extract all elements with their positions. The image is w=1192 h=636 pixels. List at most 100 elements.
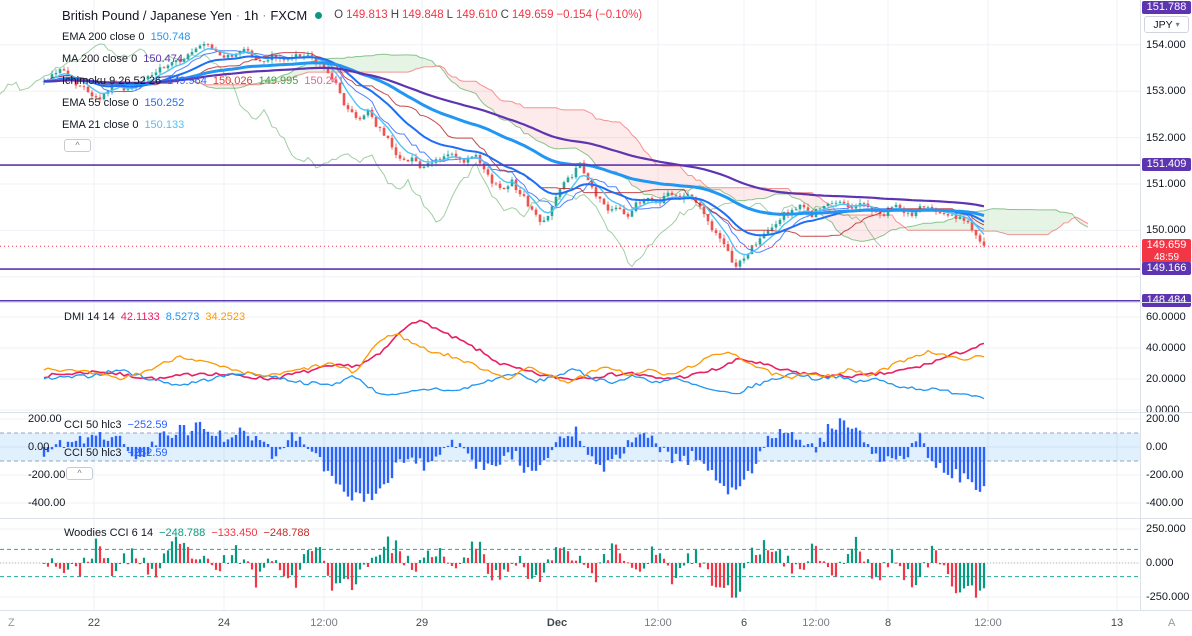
price-line-badge: 148.484 <box>1142 293 1191 307</box>
price-line-badge: 149.166 <box>1142 262 1191 276</box>
indicator-row-cci-1: CCI 50 hlc3 −252.59 <box>64 414 168 436</box>
pane-separator[interactable] <box>0 302 1192 303</box>
axis-tick-label: 200.00 <box>1146 413 1180 425</box>
axis-tick-label: 153.000 <box>1146 85 1186 98</box>
indicator-value: 150.241 <box>304 75 345 87</box>
price-scale-axis[interactable]: JPY ▾ 154.000 153.000 152.000 151.000 150.00… <box>1140 0 1192 610</box>
time-tick-label: 29 <box>415 617 429 629</box>
axis-tick-label: 150.000 <box>1146 224 1186 237</box>
price-pane-legend: British Pound / Japanese Yen · 1h · FXCM… <box>62 4 642 152</box>
indicator-value: 34.2523 <box>205 311 246 323</box>
time-tick-label: 13 <box>1110 617 1124 629</box>
indicator-value: 150.474 <box>143 53 183 65</box>
price-pane-canvas[interactable] <box>0 0 1140 302</box>
axis-tick-label: 250.000 <box>1146 523 1186 535</box>
collapse-cci-button[interactable]: ^ <box>66 467 93 480</box>
indicator-value: 150.133 <box>144 119 185 131</box>
indicator-value: −248.788 <box>159 527 206 539</box>
woodies-pane-canvas[interactable] <box>0 518 1140 610</box>
close-value: 149.659 <box>511 9 554 21</box>
indicator-title[interactable]: EMA 55 close 0 <box>62 97 139 109</box>
open-value: 149.813 <box>346 9 388 21</box>
title-separator: · <box>262 8 267 22</box>
time-tick-label: 6 <box>740 617 748 629</box>
time-tick-label: 12:00 <box>310 617 338 629</box>
cci-pane-canvas[interactable] <box>0 412 1140 518</box>
cci-left-tick-label: 0.00 <box>28 441 50 453</box>
price-line-badge: 149.659 48:59 <box>1142 239 1191 264</box>
ohlc-readout: O 149.813 H 149.848 L 149.610 C 149.659 −0.1… <box>334 9 642 21</box>
indicator-title[interactable]: EMA 21 close 0 <box>62 119 139 131</box>
currency-label: JPY <box>1153 18 1173 31</box>
dmi-pane-canvas[interactable] <box>0 302 1140 412</box>
indicator-value: 150.252 <box>144 97 185 109</box>
indicator-row-ema55: EMA 55 close 0 150.252 <box>62 92 642 114</box>
symbol-title[interactable]: British Pound / Japanese Yen <box>62 7 232 23</box>
indicator-value: 42.1133 <box>120 311 160 323</box>
woodies-pane-legend: Woodies CCI 6 14 −248.788 −133.450 −248.… <box>64 522 310 544</box>
time-tick-label: 22 <box>87 617 101 629</box>
low-label: L <box>446 9 453 21</box>
time-tick-label: 8 <box>884 617 892 629</box>
timezone-hint: Z <box>8 617 15 629</box>
indicator-value: 149.964 <box>167 75 207 87</box>
chevron-down-icon: ▾ <box>1175 20 1180 29</box>
price-line-badge: 151.788 <box>1142 1 1191 14</box>
exchange[interactable]: FXCM <box>270 7 308 23</box>
auto-scale-hint[interactable]: A <box>1168 617 1176 629</box>
axis-tick-label: 20.0000 <box>1146 373 1186 385</box>
axis-tick-label: -400.00 <box>1146 497 1184 509</box>
close-label: C <box>500 9 509 21</box>
axis-tick-label: 0.0000 <box>1146 404 1180 416</box>
cci-left-tick-label: 200.00 <box>28 413 62 425</box>
indicator-title[interactable]: CCI 50 hlc3 <box>64 447 122 459</box>
market-status-icon <box>315 11 323 19</box>
indicator-row-ma200: MA 200 close 0 150.474 <box>62 48 642 70</box>
indicator-value: −252.59 <box>127 419 168 431</box>
indicator-title[interactable]: CCI 50 hlc3 <box>64 419 122 431</box>
price-line-badge: 151.409 <box>1142 158 1191 172</box>
indicator-title[interactable]: DMI 14 14 <box>64 311 115 323</box>
axis-tick-label: -200.00 <box>1146 469 1184 481</box>
time-tick-label: 12:00 <box>644 617 672 629</box>
indicator-value: −248.788 <box>263 527 310 539</box>
axis-tick-label: 152.000 <box>1146 131 1186 144</box>
dmi-pane-legend: DMI 14 14 42.1133 8.5273 34.2523 <box>64 306 245 328</box>
collapse-indicators-button[interactable]: ^ <box>64 139 91 152</box>
indicator-value: 149.995 <box>258 75 299 87</box>
pane-separator[interactable] <box>0 412 1192 413</box>
indicator-value: −133.450 <box>211 527 258 539</box>
time-axis[interactable]: Z A 22 24 12:00 29 Dec 12:00 6 12:00 8 12:00 13 <box>0 610 1192 636</box>
axis-tick-label: 154.000 <box>1146 38 1186 51</box>
axis-tick-label: 151.000 <box>1146 178 1186 190</box>
indicator-row-dmi: DMI 14 14 42.1133 8.5273 34.2523 <box>64 306 245 328</box>
axis-tick-label: 0.00 <box>1146 441 1168 453</box>
time-tick-label: 12:00 <box>802 617 830 629</box>
high-value: 149.848 <box>402 9 444 21</box>
title-separator: · <box>235 8 240 22</box>
change-value: −0.154 (−0.10%) <box>556 9 643 21</box>
time-tick-label: 12:00 <box>974 617 1002 629</box>
indicator-title[interactable]: Ichimoku 9 26 52 26 <box>62 75 162 87</box>
axis-tick-label: 40.0000 <box>1146 342 1186 354</box>
timeframe[interactable]: 1h <box>243 7 259 23</box>
indicator-title[interactable]: MA 200 close 0 <box>62 53 138 65</box>
time-tick-label: 24 <box>217 617 231 629</box>
indicator-title[interactable]: Woodies CCI 6 14 <box>64 527 154 539</box>
currency-selector[interactable]: JPY ▾ <box>1144 16 1189 33</box>
high-label: H <box>390 9 400 21</box>
indicator-row-ichimoku: Ichimoku 9 26 52 26 149.964 150.026 149.… <box>62 70 642 92</box>
indicator-value: 150.026 <box>212 75 253 87</box>
indicator-row-ema21: EMA 21 close 0 150.133 <box>62 114 642 136</box>
indicator-title[interactable]: EMA 200 close 0 <box>62 31 145 43</box>
time-tick-label: Dec <box>546 617 568 629</box>
cci-pane-legend: CCI 50 hlc3 −252.59 CCI 50 hlc3 −252.59 … <box>64 414 168 480</box>
pane-separator[interactable] <box>0 518 1192 519</box>
cci-left-tick-label: -400.00 <box>28 497 66 509</box>
axis-tick-label: -250.000 <box>1146 591 1190 603</box>
open-label: O <box>334 9 344 21</box>
indicator-value: −252.59 <box>127 447 168 459</box>
indicator-value: 8.5273 <box>165 311 200 323</box>
axis-tick-label: 60.0000 <box>1146 311 1186 323</box>
